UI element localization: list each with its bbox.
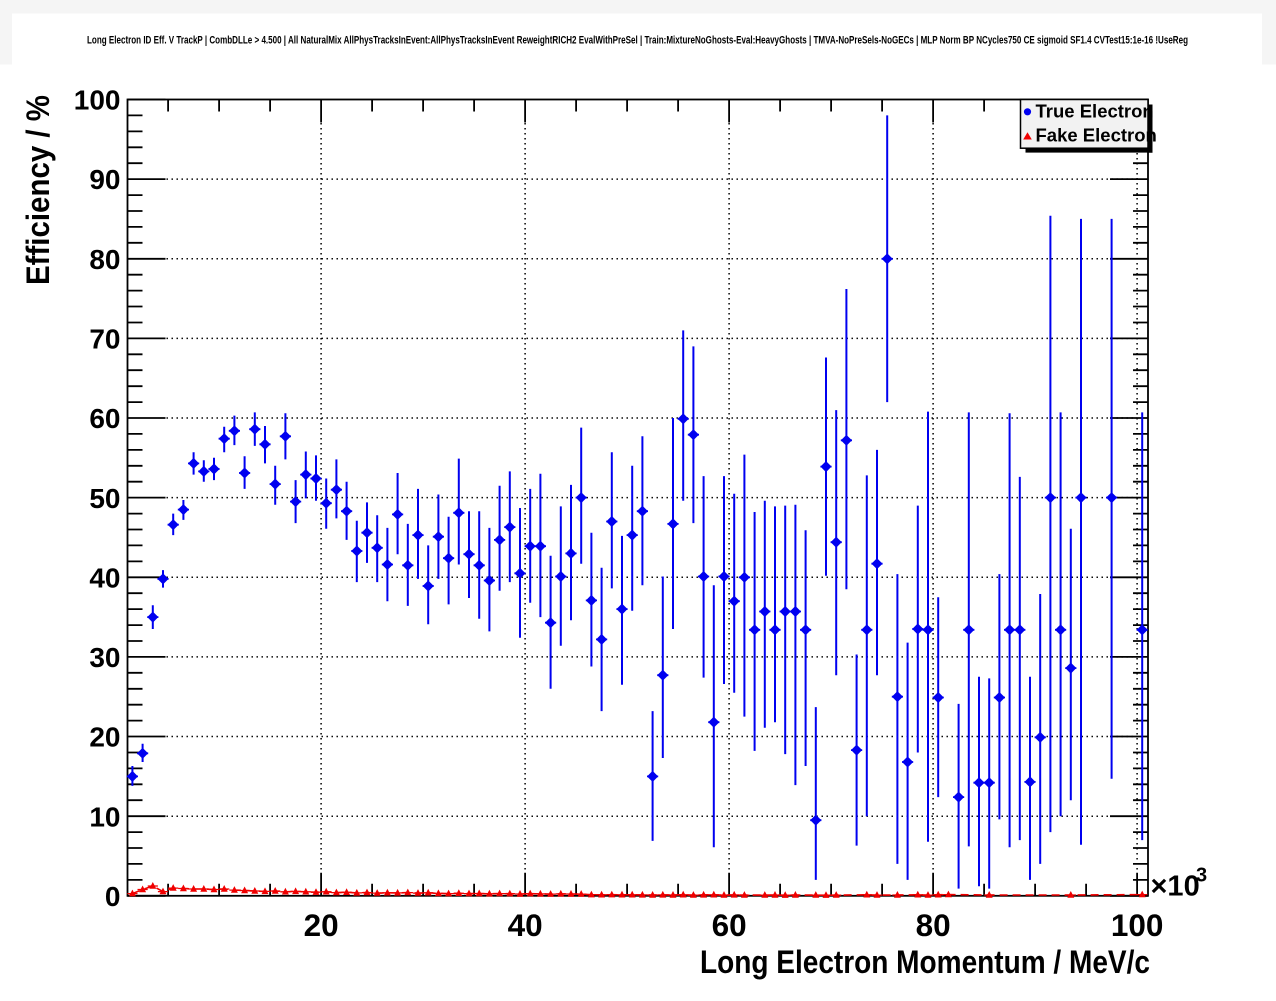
svg-text:10: 10 xyxy=(89,801,120,832)
svg-text:20: 20 xyxy=(89,722,120,753)
svg-text:Fake Electron: Fake Electron xyxy=(1036,125,1157,146)
svg-text:0: 0 xyxy=(105,881,121,912)
svg-text:60: 60 xyxy=(89,403,120,434)
svg-text:40: 40 xyxy=(89,562,120,593)
svg-text:20: 20 xyxy=(304,907,339,943)
svg-text:70: 70 xyxy=(89,324,120,355)
svg-text:3: 3 xyxy=(1196,865,1207,887)
svg-text:×10: ×10 xyxy=(1151,871,1200,903)
svg-text:90: 90 xyxy=(89,164,120,195)
svg-text:Long Electron Momentum / MeV/c: Long Electron Momentum / MeV/c xyxy=(700,944,1150,980)
svg-text:Efficiency / %: Efficiency / % xyxy=(20,95,56,285)
svg-text:Long Electron ID Eff. V TrackP: Long Electron ID Eff. V TrackP | CombDLL… xyxy=(87,35,1188,47)
svg-text:True Electron: True Electron xyxy=(1036,101,1154,122)
svg-text:30: 30 xyxy=(89,642,120,673)
svg-text:80: 80 xyxy=(89,244,120,275)
svg-text:60: 60 xyxy=(712,907,747,943)
svg-text:50: 50 xyxy=(89,483,120,514)
svg-text:100: 100 xyxy=(1111,907,1164,943)
svg-text:80: 80 xyxy=(916,907,951,943)
svg-text:40: 40 xyxy=(508,907,543,943)
svg-text:100: 100 xyxy=(74,85,121,116)
